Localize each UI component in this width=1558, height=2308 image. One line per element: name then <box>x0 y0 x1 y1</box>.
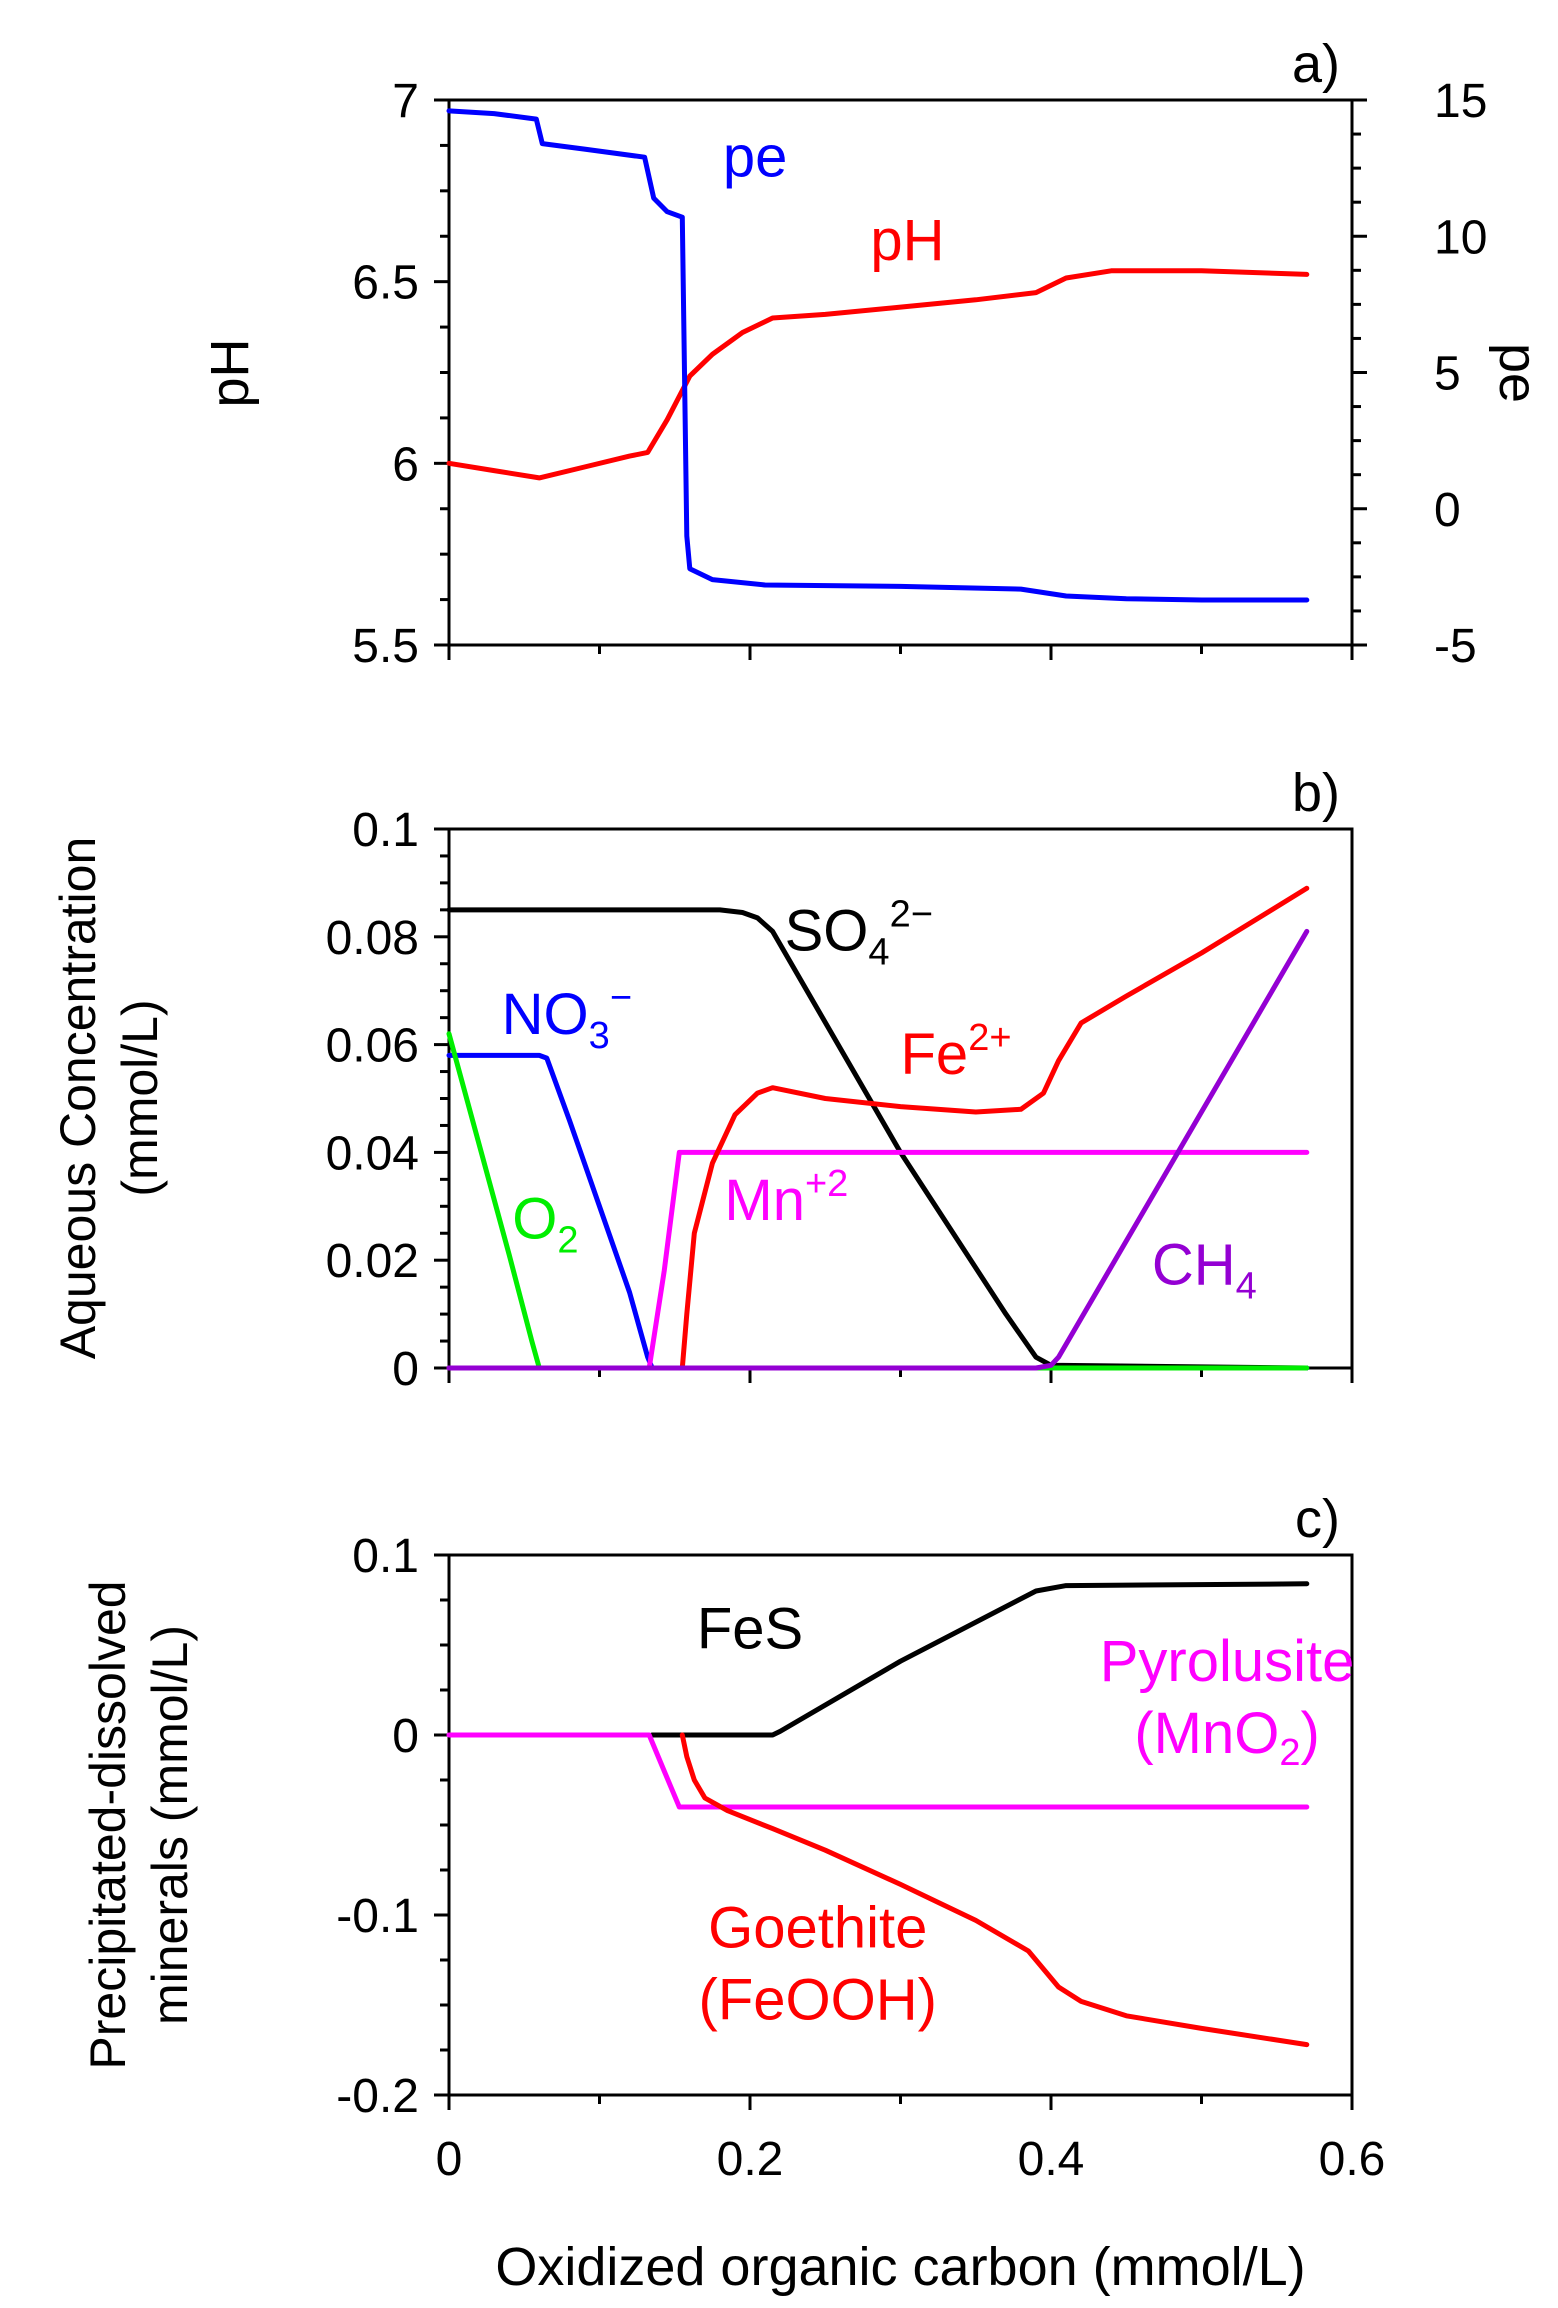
y-tick-label: 0.06 <box>326 1020 419 1073</box>
y-tick-label: 0 <box>392 1343 419 1396</box>
series-line-goethite-feooh <box>679 1732 1310 2048</box>
label-subscript: 4 <box>868 931 889 973</box>
series-label-fes: FeS <box>697 1597 803 1662</box>
x-tick-label: 0.4 <box>1018 2133 1085 2186</box>
series-line-o2 <box>446 1031 1310 1371</box>
y2-tick-label: 10 <box>1434 211 1487 264</box>
panel-a: 5.5 6 6.5 7 -5 0 5 10 15 pe a) pH pH pe <box>200 34 1548 673</box>
series-label-no3: NO3− <box>502 977 632 1057</box>
y-axis-label-line: Precipitated-dissolved <box>80 1580 136 2069</box>
y-tick-label: 0.04 <box>326 1127 419 1180</box>
plot-frame <box>447 98 1354 647</box>
label-superscript: − <box>610 977 632 1019</box>
panel-label: b) <box>1292 763 1340 823</box>
x-tick-label: 0.2 <box>717 2133 784 2186</box>
y-tick-label: 0.1 <box>352 1530 419 1583</box>
series-line-fes <box>649 1581 1310 1738</box>
series-line-pyrolusite-mno2 <box>446 1732 1310 1810</box>
y2-tick-label: 15 <box>1434 75 1487 128</box>
y2-axis-label: pe <box>1488 343 1548 403</box>
label-subscript: 2 <box>557 1220 578 1262</box>
label-subscript: 3 <box>589 1015 610 1057</box>
y-axis-label-line: Aqueous Concentration <box>50 837 106 1360</box>
y-tick-label: 0.08 <box>326 912 419 965</box>
label-text: Mn <box>724 1168 805 1233</box>
series-label-goethite-feooh: (FeOOH) <box>699 1967 937 2032</box>
label-text: ) <box>1300 1701 1319 1766</box>
y-tick-label: 0.1 <box>352 804 419 857</box>
series-label-pyrolusite-mno2: Pyrolusite <box>1100 1629 1355 1694</box>
y-tick-label: -0.2 <box>336 2070 419 2123</box>
series-label-so4-2: SO42− <box>785 893 933 973</box>
series-label-fe-2: Fe2+ <box>901 1017 1012 1087</box>
y2-tick-label: 5 <box>1434 348 1461 401</box>
y-axis-label: pH <box>200 338 260 407</box>
series-line-fe-2 <box>679 885 1310 1371</box>
series-line-ph <box>446 268 1310 481</box>
y-tick-label: 0.02 <box>326 1235 419 1288</box>
y-axis-label: Precipitated-dissolved minerals (mmol/L) <box>80 1580 198 2069</box>
label-subscript: 2 <box>1279 1732 1300 1774</box>
y-tick-label: -0.1 <box>336 1890 419 1943</box>
panel-label: a) <box>1292 34 1340 94</box>
x-axis-label: Oxidized organic carbon (mmol/L) <box>495 2237 1305 2297</box>
label-superscript: 2− <box>890 893 933 935</box>
series-line-pe <box>446 108 1310 603</box>
label-superscript: 2+ <box>968 1017 1011 1059</box>
label-text: CH <box>1152 1232 1236 1297</box>
series-line-so4-2 <box>446 907 1310 1371</box>
label-text: Fe <box>901 1022 969 1087</box>
panel-label: c) <box>1295 1489 1340 1549</box>
y-tick-label: 6.5 <box>352 257 419 310</box>
y-axis-label: Aqueous Concentration (mmol/L) <box>50 837 168 1360</box>
y2-tick-label: 0 <box>1434 484 1461 537</box>
panel-b: 0 0.02 0.04 0.06 0.08 0.1 b) Aqueous Concentrat… <box>50 763 1354 1396</box>
series-label-ph: pH <box>870 208 944 273</box>
y-axis-label-line: (mmol/L) <box>112 999 168 1196</box>
series-label-goethite-feooh: Goethite <box>708 1895 927 1960</box>
series-label-o2: O2 <box>512 1187 578 1262</box>
label-text: NO <box>502 982 589 1047</box>
x-tick-label: 0.6 <box>1319 2133 1386 2186</box>
y-tick-label: 5.5 <box>352 620 419 673</box>
label-text: (MnO <box>1134 1701 1279 1766</box>
series-label-pe: pe <box>723 124 788 189</box>
label-subscript: 4 <box>1236 1265 1257 1307</box>
series-label-pyrolusite-mno2: (MnO2) <box>1134 1701 1319 1774</box>
y-tick-label: 7 <box>392 75 419 128</box>
series-label-mn-2: Mn+2 <box>724 1163 848 1233</box>
series-line-ch4 <box>446 928 1310 1371</box>
label-text: SO <box>785 898 869 963</box>
y-tick-label: 0 <box>392 1710 419 1763</box>
y-tick-label: 6 <box>392 438 419 491</box>
label-superscript: +2 <box>805 1163 848 1205</box>
x-tick-label: 0 <box>436 2133 463 2186</box>
panel-c: -0.2 -0.1 0 0.1 c) Precipitated-dissolved mine… <box>80 1489 1385 2297</box>
y2-tick-label: -5 <box>1434 620 1477 673</box>
series-label-ch4: CH4 <box>1152 1232 1257 1307</box>
label-text: O <box>512 1187 557 1252</box>
y-axis-label-line: minerals (mmol/L) <box>142 1625 198 2025</box>
